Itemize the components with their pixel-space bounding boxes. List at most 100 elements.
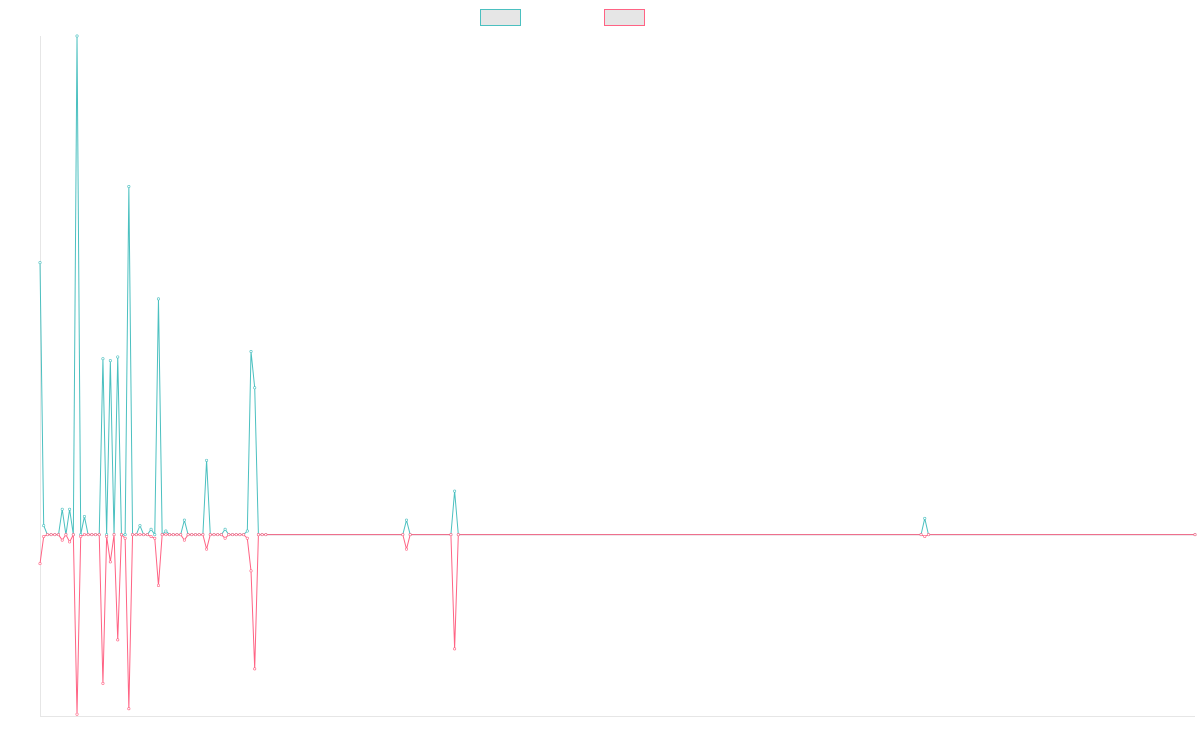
data-point [82,515,86,519]
data-point [205,547,209,551]
data-point [401,533,405,537]
data-point [260,533,264,537]
data-point [242,533,246,537]
data-point [449,533,453,537]
series-line [39,534,1195,715]
data-point [227,533,231,537]
data-point [131,533,135,537]
data-point [142,533,146,537]
data-point [153,536,157,540]
data-point [164,529,168,533]
data-point [168,533,172,537]
data-point [190,533,194,537]
data-point [245,529,249,533]
data-point [197,533,201,537]
data-point [134,533,138,537]
data-point [149,527,153,531]
data-point [156,583,160,587]
data-point [60,538,64,542]
data-point [68,507,72,511]
data-point [408,533,412,537]
data-point [205,458,209,462]
data-point [234,533,238,537]
data-point [112,533,116,537]
data-point [116,638,120,642]
data-point [75,712,79,716]
data-point [201,533,205,537]
data-point [160,533,164,537]
data-point [156,297,160,301]
data-point [453,647,457,651]
data-point [253,386,257,390]
data-point [138,533,142,537]
data-point [49,533,53,537]
data-point [149,534,153,538]
data-point [45,533,49,537]
series-line [39,35,1195,536]
data-point [116,355,120,359]
legend [480,9,645,26]
data-point [919,533,923,537]
data-point [119,533,123,537]
data-point [223,527,227,531]
data-point [64,533,68,537]
data-point [164,533,168,537]
data-point [182,538,186,542]
data-point [105,534,109,538]
data-point [186,533,190,537]
data-point [245,536,249,540]
data-point [253,667,257,671]
data-point [238,533,242,537]
data-point [212,533,216,537]
data-point [60,507,64,511]
data-point [38,562,42,566]
data-point [923,516,927,520]
data-point [216,533,220,537]
legend-swatch [604,9,645,26]
data-point [127,185,131,189]
data-point [97,533,101,537]
data-point [249,350,253,354]
legend-item-2[interactable] [604,9,645,26]
data-point [1193,533,1197,537]
series-layer [38,34,1197,716]
data-point [182,518,186,522]
legend-item-1[interactable] [480,9,521,26]
series-2 [38,533,1197,716]
legend-swatch [480,9,521,26]
data-point [127,707,131,711]
data-point [926,533,930,537]
data-point [57,533,61,537]
data-point [68,540,72,544]
data-point [138,524,142,528]
data-point [38,261,42,265]
data-point [264,533,268,537]
data-point [82,533,86,537]
data-point [75,34,79,38]
data-point [404,547,408,551]
axes [40,36,1195,717]
data-point [153,533,157,537]
data-point [923,534,927,538]
data-point [456,533,460,537]
data-point [79,534,83,538]
data-point [108,560,112,564]
data-point [108,359,112,363]
data-point [123,533,127,537]
data-point [256,533,260,537]
data-point [193,533,197,537]
data-point [175,533,179,537]
data-point [101,681,105,685]
data-point [94,533,98,537]
data-point [42,524,46,528]
data-point [53,533,57,537]
data-point [86,533,90,537]
data-point [208,533,212,537]
data-point [453,489,457,493]
data-point [231,533,235,537]
data-point [223,536,227,540]
data-point [145,533,149,537]
data-point [219,533,223,537]
